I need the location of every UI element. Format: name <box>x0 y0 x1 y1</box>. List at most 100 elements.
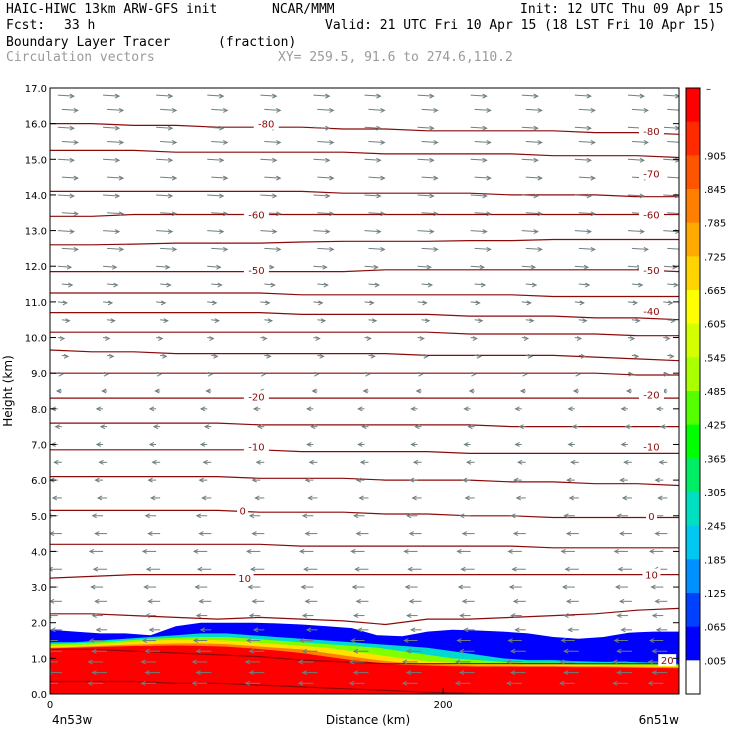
wind-vector <box>627 194 644 197</box>
contour-label: -50 <box>248 266 264 277</box>
wind-vector-head <box>113 282 119 288</box>
contour-label-bg <box>243 390 269 403</box>
wind-vector-head <box>87 680 93 686</box>
contour-label-bg <box>638 263 664 276</box>
wind-vector-head <box>404 584 410 590</box>
wind-vector <box>627 230 644 233</box>
wind-vector-head <box>110 318 116 324</box>
wind-vector-head <box>301 513 308 519</box>
wind-vector <box>627 94 644 97</box>
wind-vector <box>260 301 270 304</box>
wind-vector <box>156 94 173 97</box>
wind-vector-head <box>267 318 274 324</box>
x-left-location: 4n53w <box>52 713 93 727</box>
wind-vector-head <box>251 598 257 604</box>
wind-vector-head <box>479 264 485 270</box>
wind-vector-head <box>463 406 469 412</box>
wind-vector <box>103 265 117 268</box>
temperature-contour <box>50 238 679 246</box>
wind-vector-head <box>564 566 570 572</box>
wind-vector <box>207 126 224 129</box>
wind-vector-head <box>464 495 470 501</box>
wind-vector-head <box>301 613 308 619</box>
colorbar-swatch <box>686 290 700 325</box>
wind-vector-head <box>410 442 416 447</box>
wind-vector-head <box>217 282 223 288</box>
wind-vector <box>364 265 378 268</box>
y-tick-label: 1.0 <box>31 654 47 665</box>
wind-vector <box>421 176 438 179</box>
wind-vector-head <box>191 659 197 665</box>
contour-label-bg <box>638 124 664 137</box>
wind-vector-head <box>380 140 386 145</box>
wind-vector-head <box>590 246 596 252</box>
wind-vector-head <box>563 670 569 676</box>
wind-vector-head <box>508 584 515 590</box>
wind-vector-head <box>454 680 461 686</box>
wind-vector-head <box>246 548 252 554</box>
contour-label: -40 <box>643 307 659 318</box>
wind-vector-head <box>352 670 359 676</box>
wind-vector-head <box>668 300 674 306</box>
wind-vector-head <box>252 627 259 633</box>
colorbar-swatch <box>686 525 700 560</box>
wind-vector-head <box>219 157 225 163</box>
wind-vector <box>313 230 330 233</box>
wind-vector-head <box>322 264 328 270</box>
fcst-label: Fcst: <box>6 18 46 33</box>
wind-vector-head <box>380 211 386 217</box>
wind-vector-head <box>352 513 359 519</box>
wind-vector-head <box>370 353 376 359</box>
wind-vector-head <box>486 107 492 113</box>
wind-vector <box>474 108 491 111</box>
wind-vector-head <box>198 477 204 483</box>
wind-vector <box>667 283 678 286</box>
wind-vector-head <box>196 566 203 572</box>
y-tick-label: 17.0 <box>25 84 47 95</box>
wind-vector <box>264 108 281 111</box>
wind-vector-head <box>486 211 492 217</box>
wind-vector-head <box>620 442 626 447</box>
wind-vector-head <box>145 566 152 572</box>
wind-vector-head <box>329 107 335 113</box>
wind-vector <box>317 212 334 215</box>
wind-vector-head <box>650 584 656 590</box>
wind-vector-head <box>94 598 100 604</box>
wind-vector-head <box>50 627 56 633</box>
wind-vector <box>421 108 438 111</box>
wind-vector <box>627 301 637 304</box>
temperature-contour <box>50 349 679 362</box>
wind-vector-head <box>262 336 268 341</box>
wind-vector-head <box>482 157 488 163</box>
axes: 0.0 1.0 2.0 3.0 4.0 5.0 6.0 7.0 8.0 9.0 10.0 11.0 12… <box>25 84 679 711</box>
org-label: NCAR/MMM <box>272 2 335 17</box>
wind-vector-head <box>300 584 306 590</box>
wind-vector <box>667 108 679 111</box>
wind-vector-head <box>639 93 646 99</box>
wind-vector-head <box>144 513 150 519</box>
wind-vector <box>107 176 124 179</box>
wind-vector-head <box>62 300 68 306</box>
wind-vector-head <box>675 93 679 99</box>
wind-vector <box>207 94 224 97</box>
wind-vector-head <box>628 371 634 377</box>
wind-vector-head <box>251 531 257 537</box>
wind-vector-head <box>565 531 572 537</box>
contour-label: 20 <box>661 656 674 667</box>
wind-vector-head <box>109 353 115 359</box>
wind-vector <box>211 176 228 179</box>
wind-vector-head <box>90 584 96 590</box>
wind-vector-head <box>194 584 200 590</box>
wind-vector <box>364 126 381 129</box>
wind-vector-head <box>380 246 386 252</box>
wind-vector-head <box>147 531 153 537</box>
wind-vector-head <box>527 353 534 359</box>
wind-vector-head <box>244 680 250 686</box>
wind-vector-head <box>73 140 79 145</box>
wind-vector <box>57 126 74 129</box>
wind-vector <box>474 247 491 250</box>
wind-vector-head <box>408 598 414 604</box>
wind-vector-head <box>260 371 267 377</box>
wind-vector-head <box>325 125 331 131</box>
wind-vector-head <box>537 175 543 181</box>
